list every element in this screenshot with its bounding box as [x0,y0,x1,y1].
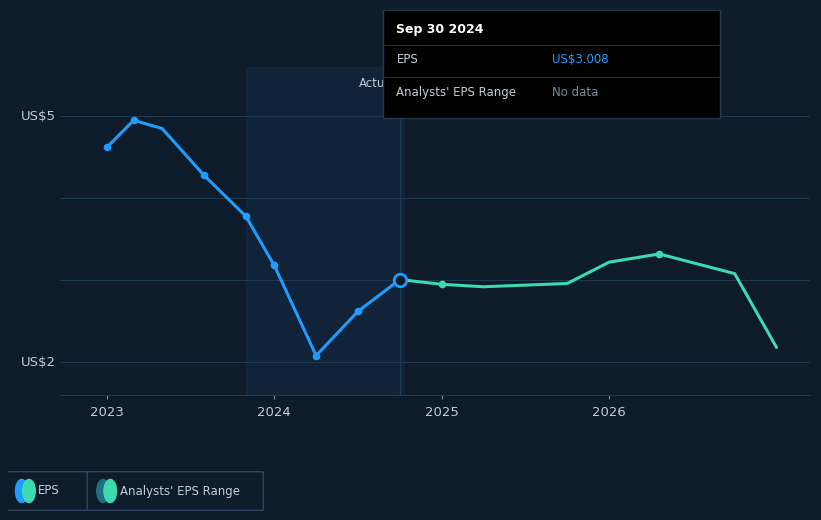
FancyBboxPatch shape [6,472,89,510]
Text: US$2: US$2 [21,356,57,369]
Text: EPS: EPS [38,485,59,498]
Text: Actual: Actual [359,77,396,90]
FancyBboxPatch shape [87,472,264,510]
Bar [245,67,405,395]
Text: US$5: US$5 [21,110,57,123]
Text: EPS: EPS [397,53,418,66]
Text: Sep 30 2024: Sep 30 2024 [397,23,484,36]
Text: Analysts Forecasts: Analysts Forecasts [404,77,513,90]
Text: Analysts' EPS Range: Analysts' EPS Range [397,86,516,99]
Ellipse shape [97,479,109,502]
Ellipse shape [104,479,117,502]
Text: US$3.008: US$3.008 [552,53,608,66]
Ellipse shape [16,479,28,502]
Ellipse shape [23,479,35,502]
Text: Analysts' EPS Range: Analysts' EPS Range [120,485,241,498]
Text: No data: No data [552,86,598,99]
